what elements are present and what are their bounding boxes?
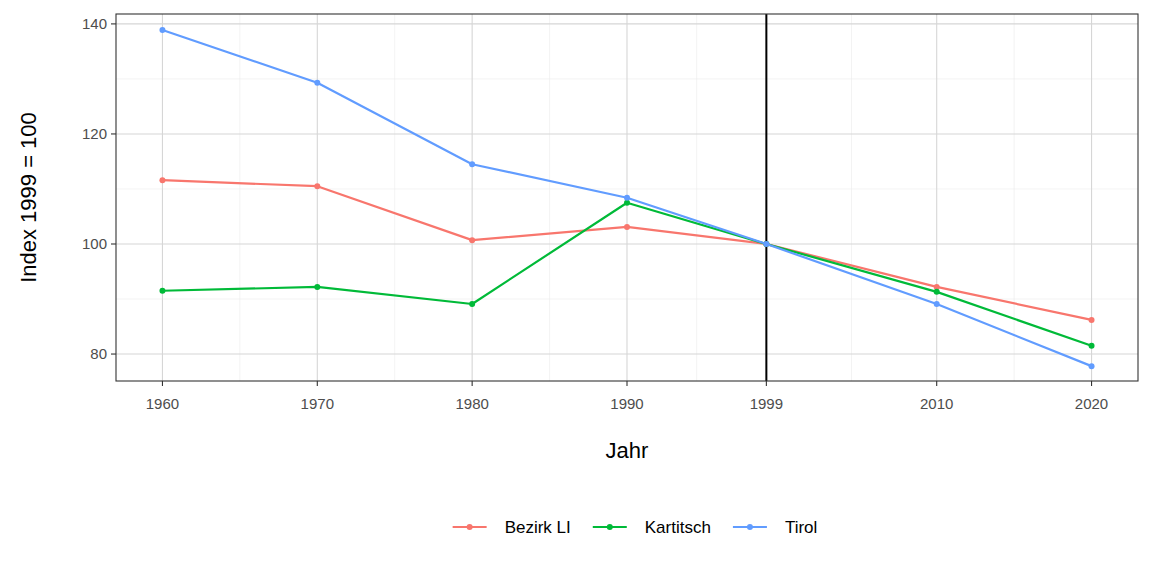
legend-key <box>747 524 753 530</box>
series-line <box>162 180 1091 320</box>
tick-label: 1990 <box>610 395 643 412</box>
tick <box>111 243 116 244</box>
grid <box>116 14 1138 381</box>
minor-grid-line <box>1014 14 1015 381</box>
legend-key <box>607 524 613 530</box>
data-point <box>624 195 630 201</box>
data-point <box>314 284 320 290</box>
data-point <box>469 161 475 167</box>
data-point <box>763 241 769 247</box>
data-point <box>1089 317 1095 323</box>
grid-line <box>936 14 937 381</box>
tick <box>162 381 163 386</box>
tick-label: 1960 <box>146 395 179 412</box>
minor-grid-line <box>549 14 550 381</box>
minor-grid-line <box>239 14 240 381</box>
legend-key <box>467 524 473 530</box>
chart: 80 100 120 140 1960 1970 1980 1990 1999 2010 2020 J… <box>0 0 1152 576</box>
tick <box>626 381 627 386</box>
data-point <box>159 27 165 33</box>
tick <box>111 133 116 134</box>
data-point <box>469 237 475 243</box>
series-line <box>162 30 1091 366</box>
tick-label: 1980 <box>455 395 488 412</box>
grid-line <box>766 14 767 381</box>
axes: 80 100 120 140 1960 1970 1980 1990 1999 2010 2020 <box>82 15 1108 412</box>
legend-label: Bezirk LI <box>505 518 571 537</box>
data-point <box>314 80 320 86</box>
data-point <box>763 241 769 247</box>
legend-label: Tirol <box>785 518 817 537</box>
tick-label: 140 <box>82 15 107 32</box>
grid-line <box>162 14 163 381</box>
tick-label: 1970 <box>301 395 334 412</box>
minor-grid-line <box>696 14 697 381</box>
reference-line <box>765 14 767 381</box>
tick <box>111 353 116 354</box>
data-point <box>934 289 940 295</box>
data-point <box>159 177 165 183</box>
tick <box>111 23 116 24</box>
data-point <box>469 301 475 307</box>
minor-grid-line <box>851 14 852 381</box>
tick <box>1091 381 1092 386</box>
data-point <box>1089 363 1095 369</box>
tick-label: 100 <box>82 235 107 252</box>
tick-label: 80 <box>90 345 107 362</box>
background <box>0 0 1152 576</box>
tick-label: 2010 <box>920 395 953 412</box>
tick <box>766 381 767 386</box>
data-point <box>763 241 769 247</box>
data-point <box>624 224 630 230</box>
y-axis-title: Index 1999 = 100 <box>16 112 41 283</box>
legend: Bezirk LI Kartitsch Tirol <box>453 518 818 537</box>
tick-label: 120 <box>82 125 107 142</box>
legend-item: Bezirk LI <box>453 518 571 537</box>
plot-area <box>159 27 1094 369</box>
panel-border <box>116 14 1138 381</box>
tick-label: 2020 <box>1075 395 1108 412</box>
legend-label: Kartitsch <box>645 518 711 537</box>
grid-line <box>472 14 473 381</box>
tick <box>317 381 318 386</box>
tick-label: 1999 <box>750 395 783 412</box>
data-point <box>159 288 165 294</box>
legend-item: Tirol <box>733 518 817 537</box>
series-line <box>162 203 1091 346</box>
data-point <box>314 183 320 189</box>
data-point <box>1089 343 1095 349</box>
grid-line <box>317 14 318 381</box>
minor-grid-line <box>394 14 395 381</box>
x-axis-title: Jahr <box>606 438 649 463</box>
tick <box>472 381 473 386</box>
legend-item: Kartitsch <box>593 518 711 537</box>
data-point <box>934 301 940 307</box>
tick <box>936 381 937 386</box>
grid-line <box>1091 14 1092 381</box>
